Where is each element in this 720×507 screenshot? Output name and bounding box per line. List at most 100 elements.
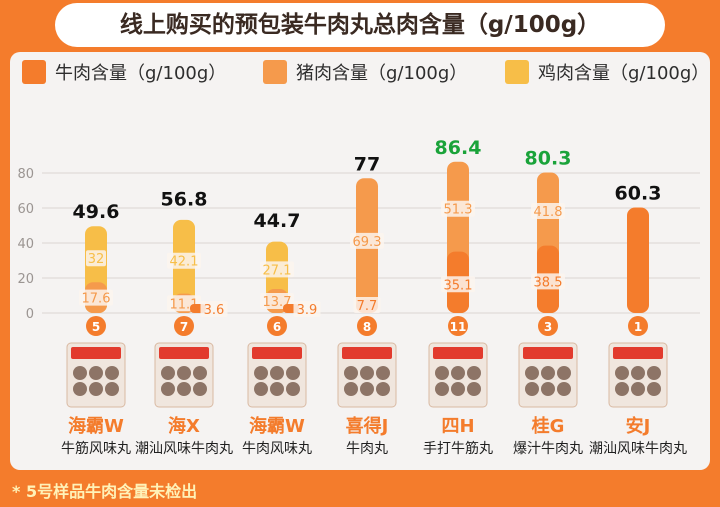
meatball-graphic xyxy=(89,382,103,396)
badge-circle xyxy=(267,316,287,336)
data-label: 3.6 xyxy=(204,303,225,318)
meatball-graphic xyxy=(161,382,175,396)
meatball-graphic xyxy=(105,382,119,396)
meatball-graphic xyxy=(286,366,300,380)
legend-beef-swatch xyxy=(22,60,46,84)
meatball-graphic xyxy=(615,366,629,380)
badge-number: 7 xyxy=(180,320,188,334)
data-label-bg xyxy=(86,250,106,267)
total-label: 44.7 xyxy=(254,210,301,232)
meatball-graphic xyxy=(647,382,661,396)
meatball-graphic xyxy=(467,366,481,380)
data-label-bg xyxy=(353,297,381,313)
meatball-graphic xyxy=(360,366,374,380)
data-label-bg xyxy=(441,276,475,293)
badge-number: 1 xyxy=(634,320,642,334)
badge-circle xyxy=(174,316,194,336)
product-brand: 四H xyxy=(441,416,474,437)
meatball-graphic xyxy=(557,382,571,396)
meatball-graphic xyxy=(467,382,481,396)
meatball-graphic xyxy=(557,366,571,380)
data-label-bg xyxy=(79,289,113,306)
data-label: 17.6 xyxy=(82,292,111,307)
product-brand: 海霸W xyxy=(68,415,124,437)
product-name: 牛肉风味丸 xyxy=(242,441,312,457)
data-label: 7.7 xyxy=(357,299,378,314)
y-tick-label: 80 xyxy=(17,167,34,182)
total-label: 80.3 xyxy=(525,147,572,169)
total-label: 60.3 xyxy=(615,182,662,204)
data-label-bg xyxy=(200,301,228,317)
legend-beef: 牛肉含量（g/100g） xyxy=(22,60,226,84)
data-label-bg xyxy=(293,301,321,317)
package-band xyxy=(433,347,483,359)
meatball-graphic xyxy=(631,382,645,396)
meatball-graphic xyxy=(525,366,539,380)
product-brand: 安J xyxy=(626,415,651,437)
data-label-bg xyxy=(531,203,565,220)
data-label-bg xyxy=(531,273,565,290)
meatball-graphic xyxy=(177,382,191,396)
badge-circle xyxy=(448,316,468,336)
meatball-graphic xyxy=(647,366,661,380)
bar-beef xyxy=(627,207,649,313)
product-brand: 桂G xyxy=(531,415,565,437)
product-name: 爆汁牛肉丸 xyxy=(513,441,583,457)
badge-number: 5 xyxy=(92,320,100,334)
meatball-graphic xyxy=(270,366,284,380)
title-pill xyxy=(55,3,665,47)
data-label: 32 xyxy=(88,252,105,267)
product-brand: 喜得J xyxy=(346,415,389,437)
meatball-graphic xyxy=(254,366,268,380)
data-label-bg xyxy=(260,261,294,278)
legend-chicken: 鸡肉含量（g/100g） xyxy=(505,60,709,84)
badge-circle xyxy=(538,316,558,336)
badge-number: 6 xyxy=(273,320,281,334)
product-name: 潮汕风味牛肉丸 xyxy=(135,441,233,457)
meatball-graphic xyxy=(89,366,103,380)
total-label: 77 xyxy=(354,153,380,175)
data-label-bg xyxy=(441,200,475,217)
product-brand: 海X xyxy=(168,415,200,437)
data-label: 3.9 xyxy=(297,303,318,318)
data-label: 38.5 xyxy=(534,275,563,290)
footnote: * 5号样品牛肉含量未检出 xyxy=(12,482,198,501)
meatball-graphic xyxy=(451,366,465,380)
meatball-graphic xyxy=(451,382,465,396)
meatball-graphic xyxy=(105,366,119,380)
meatball-graphic xyxy=(161,366,175,380)
data-label-bg xyxy=(167,252,201,269)
meatball-graphic xyxy=(270,382,284,396)
total-label: 49.6 xyxy=(73,201,120,223)
package-band xyxy=(71,347,121,359)
data-label: 51.3 xyxy=(444,203,473,218)
total-label: 86.4 xyxy=(435,137,482,159)
meatball-graphic xyxy=(177,366,191,380)
data-label: 41.8 xyxy=(534,205,563,220)
meatball-graphic xyxy=(376,382,390,396)
package-band xyxy=(342,347,392,359)
meatball-graphic xyxy=(286,382,300,396)
meatball-graphic xyxy=(435,382,449,396)
meatball-graphic xyxy=(631,366,645,380)
legend-pork-swatch xyxy=(263,60,287,84)
legend-beef-label: 牛肉含量（g/100g） xyxy=(55,63,227,84)
meatball-graphic xyxy=(193,382,207,396)
y-tick-label: 60 xyxy=(17,202,34,217)
chart-title: 线上购买的预包装牛肉丸总肉含量（g/100g） xyxy=(119,12,601,38)
meatball-graphic xyxy=(360,382,374,396)
legend-chicken-label: 鸡肉含量（g/100g） xyxy=(538,63,710,84)
product-brand: 海霸W xyxy=(249,415,305,437)
meatball-graphic xyxy=(541,382,555,396)
meatball-graphic xyxy=(73,382,87,396)
meatball-graphic xyxy=(541,366,555,380)
badge-number: 3 xyxy=(544,320,552,334)
meatball-graphic xyxy=(73,366,87,380)
badge-number: 8 xyxy=(363,320,371,334)
meatball-graphic xyxy=(615,382,629,396)
y-tick-label: 40 xyxy=(17,237,34,252)
meatball-graphic xyxy=(193,366,207,380)
y-tick-label: 0 xyxy=(26,307,34,322)
package-band xyxy=(159,347,209,359)
